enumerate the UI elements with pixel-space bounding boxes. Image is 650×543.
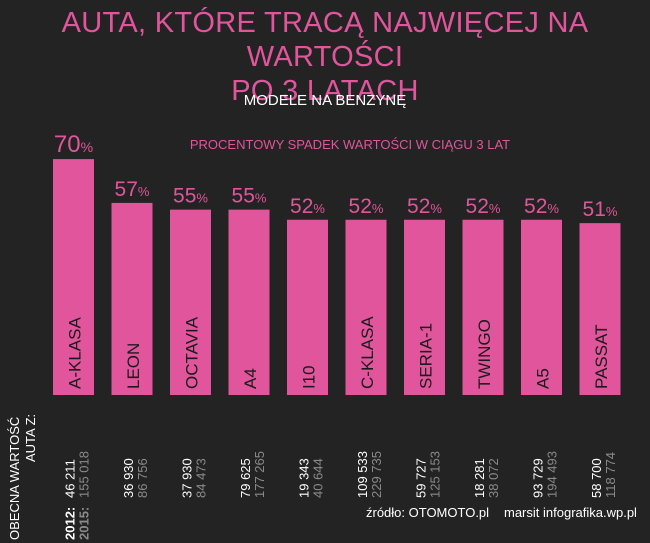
bar-a5: [521, 219, 562, 395]
value-2015-a-klasa: 155 018: [77, 451, 92, 498]
value-2012-passat: 58 700: [589, 458, 604, 498]
data-label-i10: 52%: [290, 195, 325, 218]
category-label-i10: I10: [300, 365, 319, 389]
value-2015-octavia: 84 473: [194, 458, 209, 498]
category-label-leon: LEON: [124, 343, 143, 389]
category-label-seria-1: SERIA-1: [417, 323, 436, 389]
year-label-2012: 2012:: [63, 507, 78, 540]
value-2012-i10: 19 343: [297, 458, 312, 498]
value-2012-c-klasa: 109 533: [355, 451, 370, 498]
value-2015-passat: 118 774: [603, 452, 618, 498]
data-label-passat: 51%: [583, 198, 618, 221]
category-label-a4: A4: [241, 368, 260, 389]
category-label-a-klasa: A-KLASA: [66, 317, 85, 389]
title-line-1: AUTA, KTÓRE TRACĄ NAJWIĘCEJ NA WARTOŚCI: [61, 7, 589, 73]
value-2012-a4: 79 625: [238, 458, 253, 498]
category-label-passat: PASSAT: [592, 324, 611, 389]
category-label-a5: A5: [534, 368, 553, 389]
value-2012-seria-1: 59 727: [414, 458, 429, 498]
data-label-leon: 57%: [115, 178, 150, 201]
row-label-line-1: OBECNA WARTOŚĆ: [7, 417, 22, 540]
bar-a-klasa: [53, 159, 94, 395]
bar-i10: [287, 219, 328, 395]
chart-caption: PROCENTOWY SPADEK WARTOŚCI W CIĄGU 3 LAT: [189, 137, 511, 152]
bar-leon: [111, 202, 153, 395]
bar-passat: [579, 223, 621, 395]
data-label-a5: 52%: [524, 195, 559, 218]
category-label-twingo: TWINGO: [475, 319, 494, 389]
value-2012-twingo: 18 281: [472, 458, 487, 498]
value-2015-a5: 194 493: [545, 451, 560, 498]
value-2012-leon: 36 930: [121, 458, 136, 498]
value-2012-octavia: 37 930: [180, 458, 195, 498]
chart-subtitle: MODELE NA BENZYNĘ: [243, 92, 407, 109]
category-label-octavia: OCTAVIA: [183, 316, 202, 389]
year-label-2015: 2015:: [77, 507, 92, 540]
data-label-a-klasa: 70%: [54, 131, 93, 158]
author-label: marsit infografika.wp.pl: [504, 505, 637, 520]
value-2012-a5: 93 729: [531, 458, 546, 498]
chart-title: AUTA, KTÓRE TRACĄ NAJWIĘCEJ NA WARTOŚCI …: [0, 6, 650, 108]
source-label: źródło: OTOMOTO.pl: [366, 505, 490, 520]
value-2015-leon: 86 756: [135, 458, 150, 498]
title-line-2: PO 3 LATACH: [231, 75, 419, 107]
bar-a4: [228, 209, 270, 395]
data-label-twingo: 52%: [466, 195, 501, 218]
value-2015-i10: 40 644: [311, 458, 326, 498]
value-2015-c-klasa: 229 735: [369, 451, 384, 498]
bar-seria-1: [404, 219, 445, 395]
data-label-c-klasa: 52%: [349, 195, 384, 218]
category-label-c-klasa: C-KLASA: [358, 316, 377, 389]
value-2015-twingo: 38 072: [486, 458, 501, 498]
data-label-seria-1: 52%: [407, 195, 442, 218]
bar-twingo: [462, 219, 504, 395]
bar-c-klasa: [345, 219, 387, 395]
bar-octavia: [170, 209, 211, 395]
value-2015-a4: 177 265: [252, 451, 267, 498]
data-label-octavia: 55%: [173, 185, 208, 208]
row-label-line-2: AUTA Z:: [23, 414, 38, 462]
data-label-a4: 55%: [232, 185, 267, 208]
value-2015-seria-1: 125 153: [428, 451, 443, 498]
value-2012-a-klasa: 46 211: [63, 459, 78, 498]
